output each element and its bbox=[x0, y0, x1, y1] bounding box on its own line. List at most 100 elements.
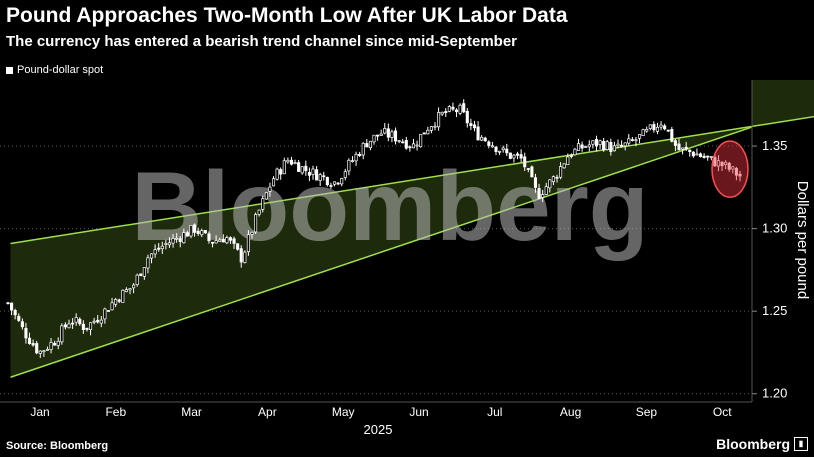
candle-body bbox=[476, 126, 480, 141]
candle-body bbox=[393, 130, 398, 142]
candle-body bbox=[433, 125, 437, 128]
candle-body bbox=[462, 103, 466, 113]
candle-body bbox=[142, 267, 146, 277]
candle-body bbox=[45, 348, 50, 351]
candle-body bbox=[637, 134, 642, 139]
candle-body bbox=[569, 155, 573, 157]
candle-body bbox=[99, 319, 103, 324]
candle-body bbox=[530, 166, 534, 178]
candle-body bbox=[465, 110, 469, 124]
candle-body bbox=[627, 138, 631, 144]
candle-body bbox=[526, 168, 530, 170]
candle-body bbox=[193, 224, 197, 233]
candle-body bbox=[490, 145, 494, 148]
candle-body bbox=[135, 274, 139, 285]
candle-body bbox=[419, 134, 423, 148]
candle-body bbox=[576, 143, 581, 151]
candle-body bbox=[85, 327, 89, 330]
candle-body bbox=[426, 129, 430, 135]
candle-body bbox=[282, 160, 286, 175]
candle-body bbox=[666, 129, 670, 132]
candle-body bbox=[566, 156, 570, 165]
candle-body bbox=[401, 141, 405, 144]
candle-body bbox=[110, 302, 114, 311]
candle-body bbox=[498, 150, 502, 153]
candle-body bbox=[609, 142, 613, 152]
chart-subtitle: The currency has entered a bearish trend… bbox=[6, 33, 518, 50]
candle-body bbox=[494, 146, 498, 152]
candle-body bbox=[706, 155, 710, 158]
candle-body bbox=[544, 186, 548, 195]
candle-body bbox=[182, 232, 186, 244]
candle-body bbox=[92, 320, 96, 323]
candle-body bbox=[63, 324, 67, 328]
trend-channel-fill bbox=[10, 80, 814, 378]
candle-body bbox=[139, 273, 143, 277]
candle-body bbox=[53, 342, 57, 346]
candle-body bbox=[634, 139, 638, 142]
candle-body bbox=[254, 214, 258, 233]
candle-body bbox=[368, 140, 372, 149]
candle-body bbox=[160, 245, 164, 250]
candle-body bbox=[332, 181, 337, 185]
x-tick-label: Apr bbox=[258, 405, 277, 419]
candle-body bbox=[670, 129, 674, 142]
source-note: Source: Bloomberg bbox=[6, 440, 109, 452]
candle-body bbox=[630, 139, 634, 141]
candle-body bbox=[329, 185, 333, 187]
candle-body bbox=[243, 251, 247, 263]
candle-body bbox=[555, 176, 559, 179]
candle-body bbox=[537, 188, 541, 199]
candle-body bbox=[519, 154, 523, 159]
candle-body bbox=[257, 209, 261, 215]
candle-body bbox=[275, 168, 279, 180]
candle-body bbox=[146, 257, 150, 269]
candle-body bbox=[731, 166, 735, 170]
candle-body bbox=[178, 238, 182, 242]
candle-body bbox=[71, 322, 75, 325]
candle-body bbox=[487, 141, 491, 146]
candle-body bbox=[512, 154, 516, 159]
candle-body bbox=[562, 163, 566, 169]
candle-body bbox=[60, 325, 64, 343]
candle-body bbox=[164, 243, 168, 245]
trend-channel-lower-line bbox=[10, 126, 753, 378]
candle-body bbox=[56, 340, 60, 346]
x-tick-label: Feb bbox=[105, 405, 126, 419]
candle-body bbox=[304, 165, 308, 172]
candle-body bbox=[551, 176, 555, 182]
candle-body bbox=[645, 129, 649, 132]
candle-body bbox=[49, 342, 53, 350]
candle-body bbox=[261, 198, 265, 210]
candle-body bbox=[311, 168, 315, 175]
candle-body bbox=[454, 109, 459, 113]
candle-body bbox=[271, 178, 276, 187]
candle-body bbox=[268, 186, 272, 192]
x-ticks: Jan Feb Mar Apr May Jun Jul Aug Sep Oct bbox=[30, 405, 732, 419]
candle-body bbox=[210, 241, 215, 244]
candle-body bbox=[515, 153, 520, 156]
chart-title: Pound Approaches Two-Month Low After UK … bbox=[6, 4, 568, 27]
candle-body bbox=[598, 140, 602, 145]
candle-body bbox=[533, 177, 538, 188]
candle-body bbox=[96, 319, 100, 323]
candle-body bbox=[612, 145, 616, 152]
candle-body bbox=[580, 144, 584, 149]
candle-body bbox=[361, 142, 365, 156]
candle-body bbox=[648, 124, 652, 129]
candle-body bbox=[214, 240, 218, 244]
candle-body bbox=[659, 124, 663, 128]
candles bbox=[6, 99, 742, 358]
candle-body bbox=[354, 153, 358, 162]
candle-body bbox=[340, 178, 344, 185]
y-tick-label: 1.30 bbox=[762, 221, 787, 236]
candle-body bbox=[157, 247, 161, 250]
candle-body bbox=[724, 161, 728, 165]
candle-body bbox=[106, 310, 111, 312]
x-tick-label: Aug bbox=[560, 405, 581, 419]
candle-body bbox=[221, 238, 225, 243]
candle-body bbox=[318, 174, 322, 181]
candle-body bbox=[246, 234, 250, 253]
candle-body bbox=[200, 230, 204, 236]
